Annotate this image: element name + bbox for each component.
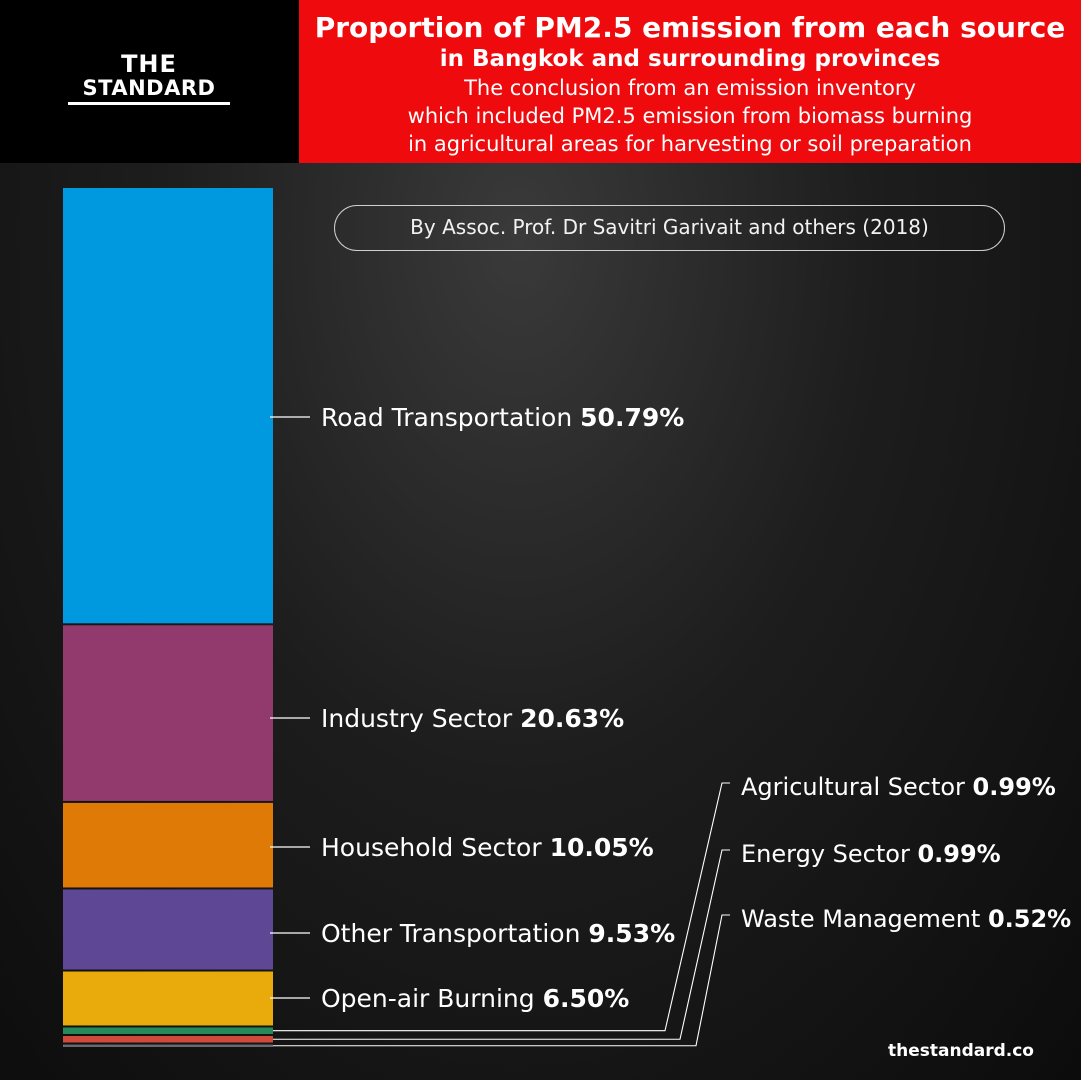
leader-line — [273, 849, 730, 1040]
category-label: Waste Management 0.52% — [741, 905, 1071, 933]
value-label: 0.99% — [917, 840, 1000, 868]
logo-line-1: THE — [121, 50, 177, 78]
logo-line-2: STANDARD — [68, 76, 230, 105]
the-standard-logo: THE STANDARD — [68, 52, 230, 105]
bar-segment-household-sector — [63, 802, 273, 888]
title-line-2: in Bangkok and surrounding provinces — [439, 46, 941, 72]
subtitle-line-1: The conclusion from an emission inventor… — [464, 76, 916, 100]
value-label: 0.99% — [973, 773, 1056, 801]
category-label: Other Transportation 9.53% — [321, 919, 675, 948]
value-label: 20.63% — [520, 704, 624, 733]
bar-segment-industry-sector — [63, 625, 273, 801]
subtitle-line-3: in agricultural areas for harvesting or … — [408, 132, 972, 156]
bar-segment-other-transportation — [63, 889, 273, 970]
subtitle: The conclusion from an emission inventor… — [299, 74, 1081, 158]
value-label: 9.53% — [588, 919, 675, 948]
website-url: thestandard.co — [888, 1041, 1034, 1061]
bar-segment-agricultural-sector — [63, 1027, 273, 1034]
value-label: 6.50% — [543, 984, 630, 1013]
category-label: Open-air Burning 6.50% — [321, 984, 629, 1013]
leader-line — [273, 782, 730, 1032]
title-line-1: Proportion of PM2.5 emission from each s… — [314, 11, 1066, 44]
value-label: 10.05% — [550, 833, 654, 862]
bar-segment-road-transportation — [63, 188, 273, 624]
category-label: Industry Sector 20.63% — [321, 704, 624, 733]
brand-panel: THE STANDARD — [0, 0, 299, 163]
leader-line — [273, 914, 730, 1047]
category-label: Road Transportation 50.79% — [321, 403, 684, 432]
subtitle-line-2: which included PM2.5 emission from bioma… — [407, 104, 973, 128]
category-label: Energy Sector 0.99% — [741, 840, 1001, 868]
bar-segment-energy-sector — [63, 1035, 273, 1043]
source-credit: By Assoc. Prof. Dr Savitri Garivait and … — [334, 205, 1005, 251]
category-label: Household Sector 10.05% — [321, 833, 654, 862]
value-label: 0.52% — [988, 905, 1071, 933]
header-banner: Proportion of PM2.5 emission from each s… — [299, 0, 1081, 163]
bar-segment-waste-management — [63, 1044, 273, 1047]
bar-segment-open-air-burning — [63, 971, 273, 1026]
value-label: 50.79% — [580, 403, 684, 432]
category-label: Agricultural Sector 0.99% — [741, 773, 1056, 801]
